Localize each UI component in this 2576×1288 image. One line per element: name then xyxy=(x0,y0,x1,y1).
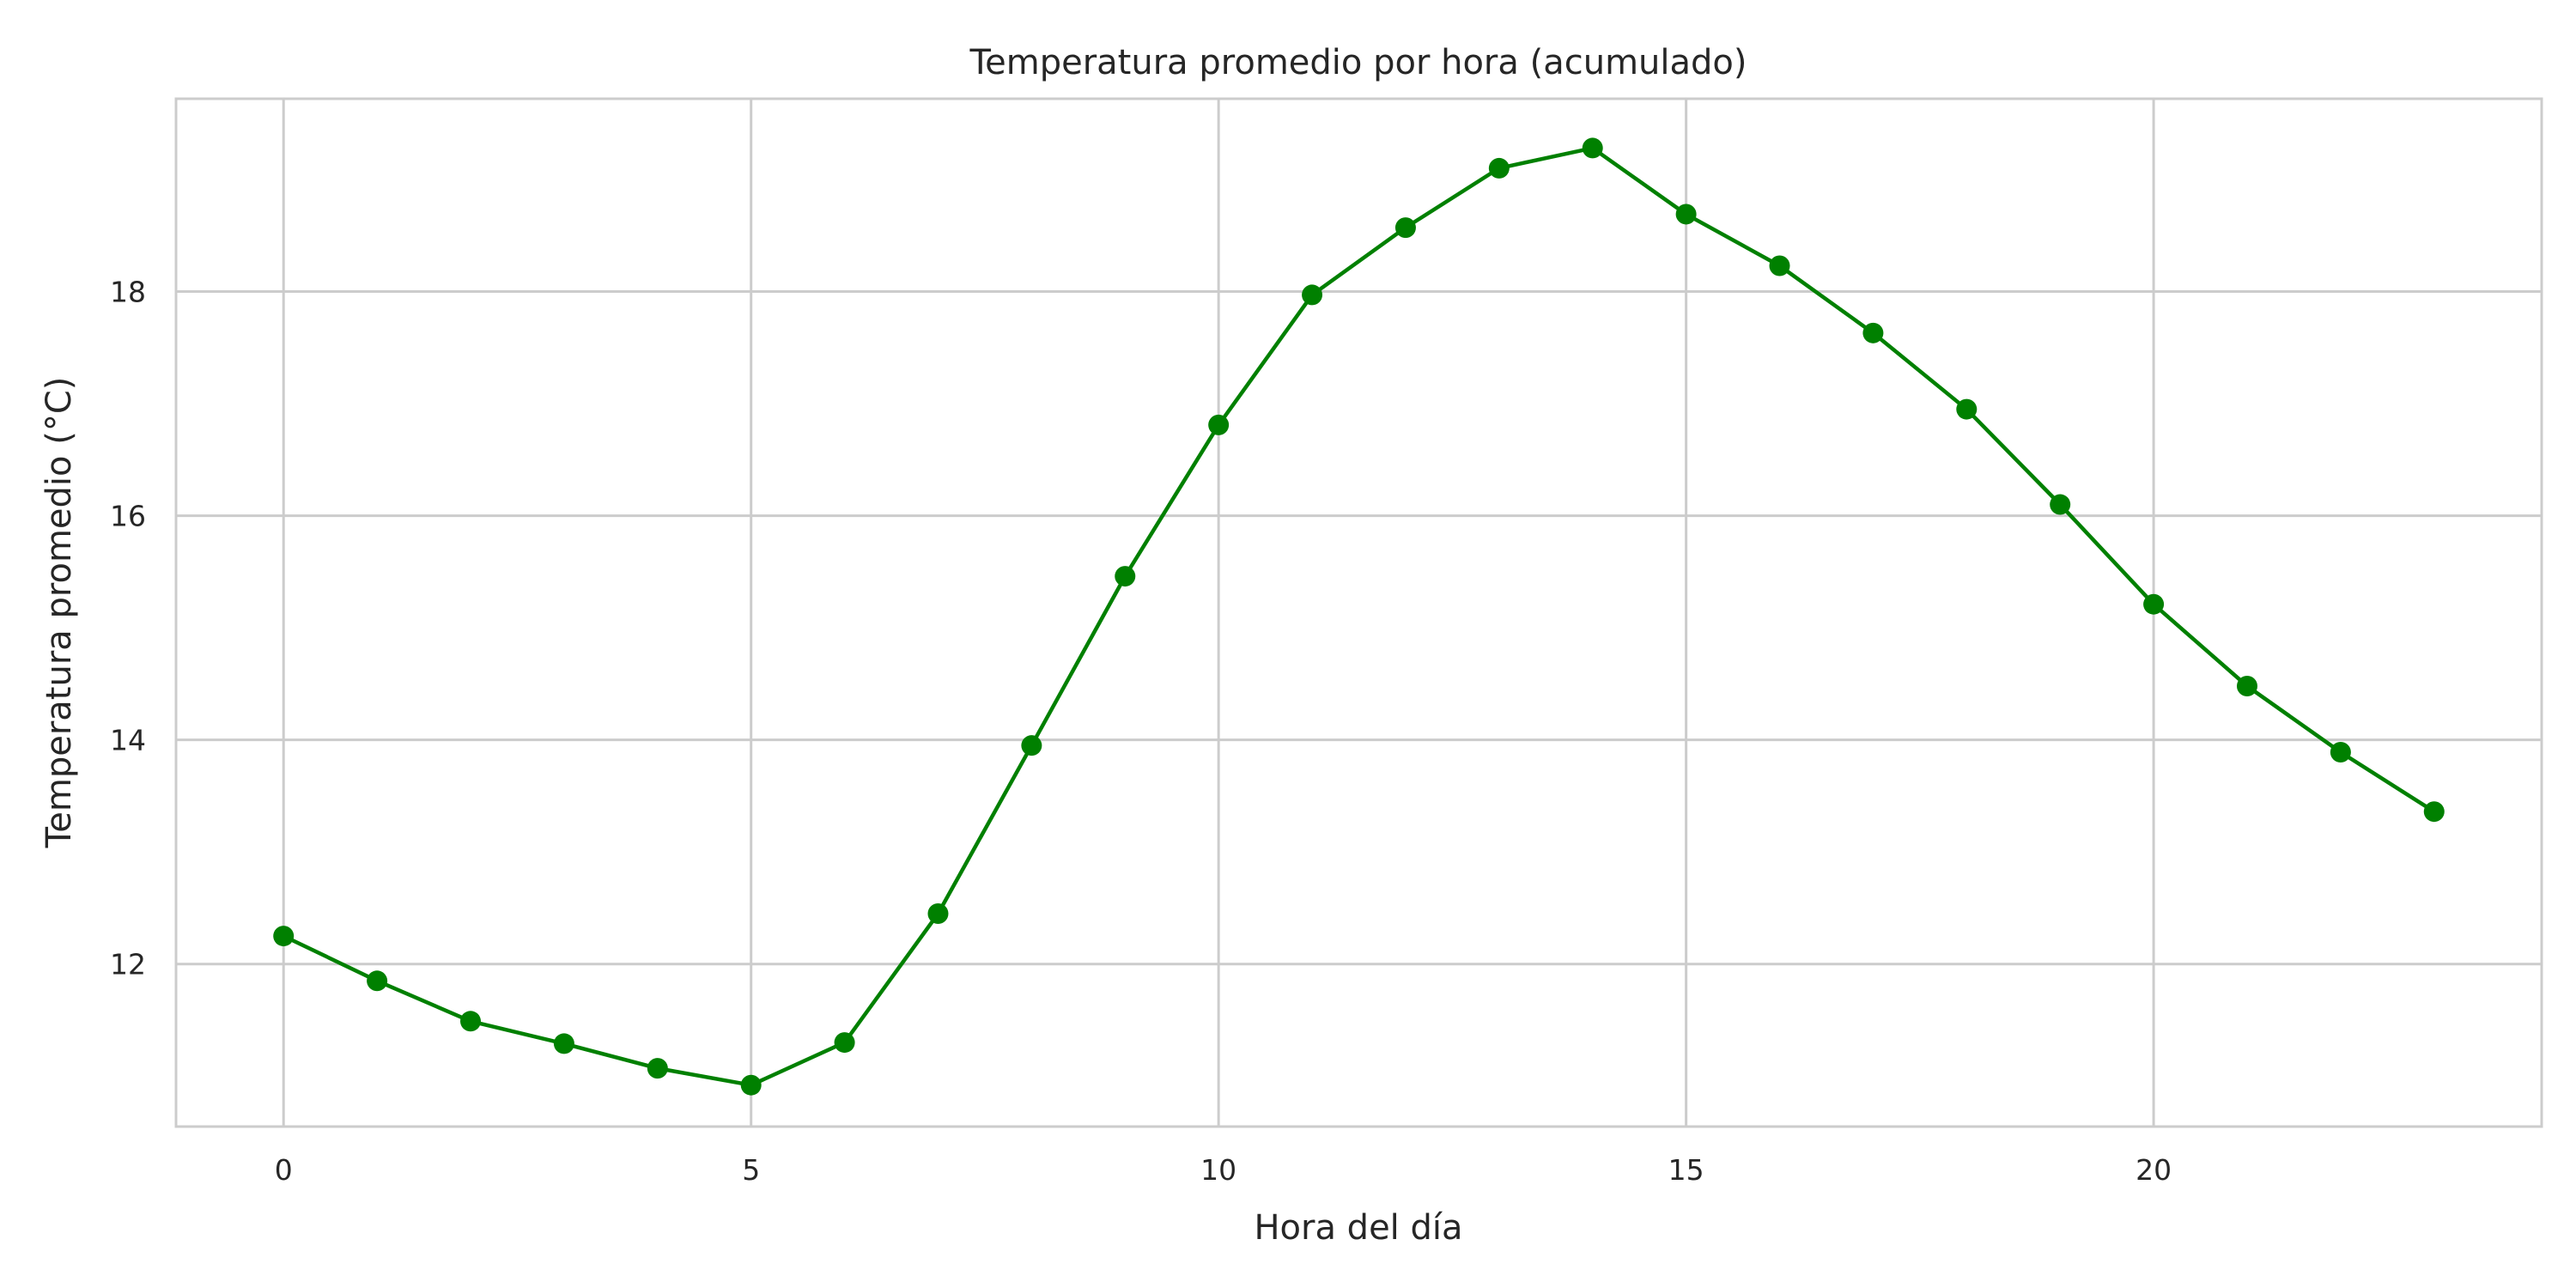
x-tick-label: 15 xyxy=(1668,1153,1704,1187)
data-point xyxy=(1582,137,1603,159)
series-line xyxy=(283,146,2436,1087)
data-point xyxy=(740,1074,762,1096)
y-tick-labels: 12 14 16 18 xyxy=(110,276,146,981)
data-point xyxy=(927,902,949,924)
data-point xyxy=(1956,398,1978,420)
data-point xyxy=(1208,414,1230,435)
data-point xyxy=(1488,157,1510,179)
x-axis-label: Hora del día xyxy=(1254,1208,1462,1248)
y-tick-label: 12 xyxy=(110,948,146,981)
y-axis-label: Temperatura promedio (°C) xyxy=(39,377,79,849)
data-point xyxy=(834,1032,855,1054)
data-point xyxy=(1769,255,1790,276)
y-tick-label: 14 xyxy=(110,724,146,757)
data-point xyxy=(553,1033,574,1054)
series-group xyxy=(273,137,2445,1096)
data-point xyxy=(1021,735,1042,756)
data-point xyxy=(1302,284,1323,306)
data-point xyxy=(2050,494,2071,515)
grid-lines xyxy=(176,99,2542,1127)
x-tick-labels: 0 5 10 15 20 xyxy=(275,1153,2172,1187)
plot-frame xyxy=(174,97,2543,1128)
data-point xyxy=(1115,566,1136,587)
data-point xyxy=(2236,676,2257,696)
data-point xyxy=(2143,593,2165,615)
chart-title: Temperatura promedio por hora (acumulado… xyxy=(969,43,1747,82)
data-point xyxy=(1862,322,1884,343)
data-point xyxy=(2423,801,2445,823)
x-tick-label: 0 xyxy=(275,1153,293,1187)
data-point xyxy=(460,1011,482,1032)
x-tick-label: 5 xyxy=(742,1153,760,1187)
x-tick-label: 20 xyxy=(2136,1153,2172,1187)
y-tick-label: 18 xyxy=(110,276,146,309)
data-point xyxy=(1675,204,1697,225)
data-point xyxy=(367,970,388,992)
y-tick-label: 16 xyxy=(110,500,146,533)
data-point xyxy=(647,1058,668,1079)
x-tick-label: 10 xyxy=(1200,1153,1236,1187)
data-point xyxy=(1394,217,1416,239)
data-point xyxy=(2330,742,2351,763)
data-point xyxy=(273,926,295,947)
